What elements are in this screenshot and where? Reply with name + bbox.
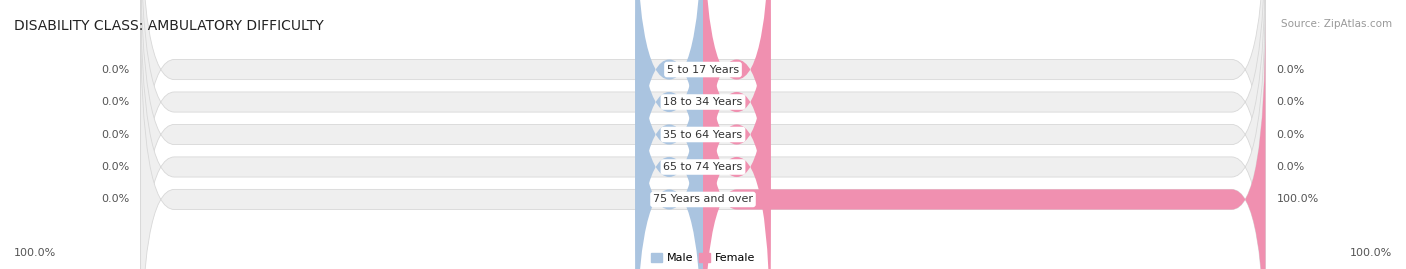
Text: 5 to 17 Years: 5 to 17 Years bbox=[666, 65, 740, 75]
Text: 0.0%: 0.0% bbox=[101, 194, 129, 204]
FancyBboxPatch shape bbox=[141, 0, 1265, 269]
Text: 0.0%: 0.0% bbox=[101, 97, 129, 107]
Text: 35 to 64 Years: 35 to 64 Years bbox=[664, 129, 742, 140]
Text: 0.0%: 0.0% bbox=[1277, 129, 1305, 140]
Text: 65 to 74 Years: 65 to 74 Years bbox=[664, 162, 742, 172]
Text: 18 to 34 Years: 18 to 34 Years bbox=[664, 97, 742, 107]
Text: 0.0%: 0.0% bbox=[101, 162, 129, 172]
Text: 100.0%: 100.0% bbox=[1277, 194, 1319, 204]
FancyBboxPatch shape bbox=[703, 15, 1265, 269]
Text: 0.0%: 0.0% bbox=[1277, 97, 1305, 107]
Text: 100.0%: 100.0% bbox=[14, 248, 56, 258]
FancyBboxPatch shape bbox=[636, 0, 703, 269]
Text: 0.0%: 0.0% bbox=[1277, 162, 1305, 172]
Text: 100.0%: 100.0% bbox=[1350, 248, 1392, 258]
FancyBboxPatch shape bbox=[636, 15, 703, 269]
FancyBboxPatch shape bbox=[636, 0, 703, 269]
FancyBboxPatch shape bbox=[141, 0, 1265, 269]
Text: 75 Years and over: 75 Years and over bbox=[652, 194, 754, 204]
Text: 0.0%: 0.0% bbox=[101, 129, 129, 140]
Text: 0.0%: 0.0% bbox=[101, 65, 129, 75]
FancyBboxPatch shape bbox=[141, 0, 1265, 269]
FancyBboxPatch shape bbox=[703, 0, 770, 269]
FancyBboxPatch shape bbox=[703, 0, 770, 254]
FancyBboxPatch shape bbox=[636, 0, 703, 254]
FancyBboxPatch shape bbox=[141, 0, 1265, 254]
FancyBboxPatch shape bbox=[141, 15, 1265, 269]
FancyBboxPatch shape bbox=[703, 0, 770, 269]
Text: 0.0%: 0.0% bbox=[1277, 65, 1305, 75]
Text: Source: ZipAtlas.com: Source: ZipAtlas.com bbox=[1281, 19, 1392, 29]
FancyBboxPatch shape bbox=[703, 0, 770, 269]
FancyBboxPatch shape bbox=[636, 0, 703, 269]
Legend: Male, Female: Male, Female bbox=[651, 253, 755, 263]
Text: DISABILITY CLASS: AMBULATORY DIFFICULTY: DISABILITY CLASS: AMBULATORY DIFFICULTY bbox=[14, 19, 323, 33]
